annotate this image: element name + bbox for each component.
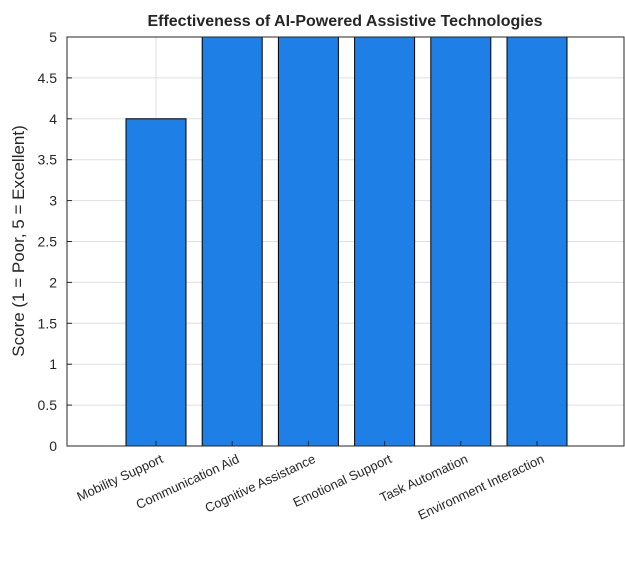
y-axis: 0 0.5 1 1.5 2 2.5 3 3.5 4 4.5 5 bbox=[38, 29, 72, 454]
y-tick-label: 3.5 bbox=[38, 152, 58, 168]
y-tick-label: 2.5 bbox=[38, 234, 58, 250]
y-tick-label: 1 bbox=[49, 356, 57, 372]
y-tick-label: 3 bbox=[49, 193, 57, 209]
y-tick-label: 4 bbox=[49, 111, 57, 127]
bar bbox=[277, 36, 339, 447]
bar bbox=[125, 118, 187, 447]
y-tick-label: 4.5 bbox=[38, 70, 58, 86]
y-tick-label: 0.5 bbox=[38, 397, 58, 413]
chart-title: Effectiveness of AI-Powered Assistive Te… bbox=[147, 13, 542, 30]
bar bbox=[506, 36, 568, 447]
bar bbox=[201, 36, 263, 447]
y-tick-label: 5 bbox=[49, 29, 57, 45]
bar bbox=[430, 36, 492, 447]
y-axis-title: Score (1 = Poor, 5 = Excellent) bbox=[9, 125, 28, 357]
bar bbox=[354, 36, 416, 447]
x-tick-label: Environment Interaction bbox=[415, 451, 546, 523]
bars bbox=[125, 36, 568, 447]
y-tick-label: 0 bbox=[49, 438, 57, 454]
y-tick-label: 1.5 bbox=[38, 315, 58, 331]
y-tick-label: 2 bbox=[49, 274, 57, 290]
